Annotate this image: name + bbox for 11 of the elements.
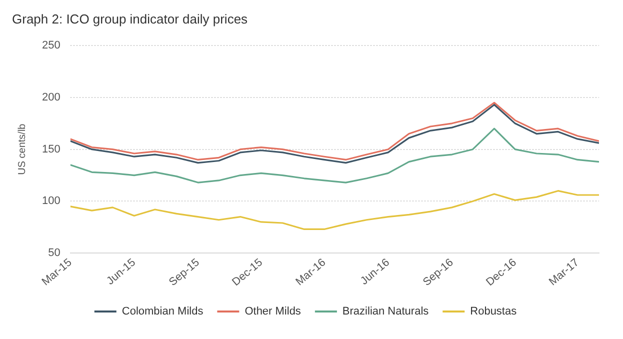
y-tick-label: 250 <box>42 40 60 52</box>
y-tick-label: 150 <box>42 143 60 156</box>
legend-label: Colombian Milds <box>122 306 204 318</box>
y-tick-label: 200 <box>42 92 60 104</box>
y-axis-title: US cents/lb <box>16 123 28 175</box>
legend-label: Other Milds <box>244 306 302 318</box>
legend-label: Robustas <box>470 306 518 318</box>
y-tick-label: 50 <box>48 247 60 260</box>
y-tick-label: 100 <box>42 195 60 208</box>
legend-label: Brazilian Naturals <box>342 306 430 318</box>
chart-title: Graph 2: ICO group indicator daily prices <box>12 11 248 26</box>
